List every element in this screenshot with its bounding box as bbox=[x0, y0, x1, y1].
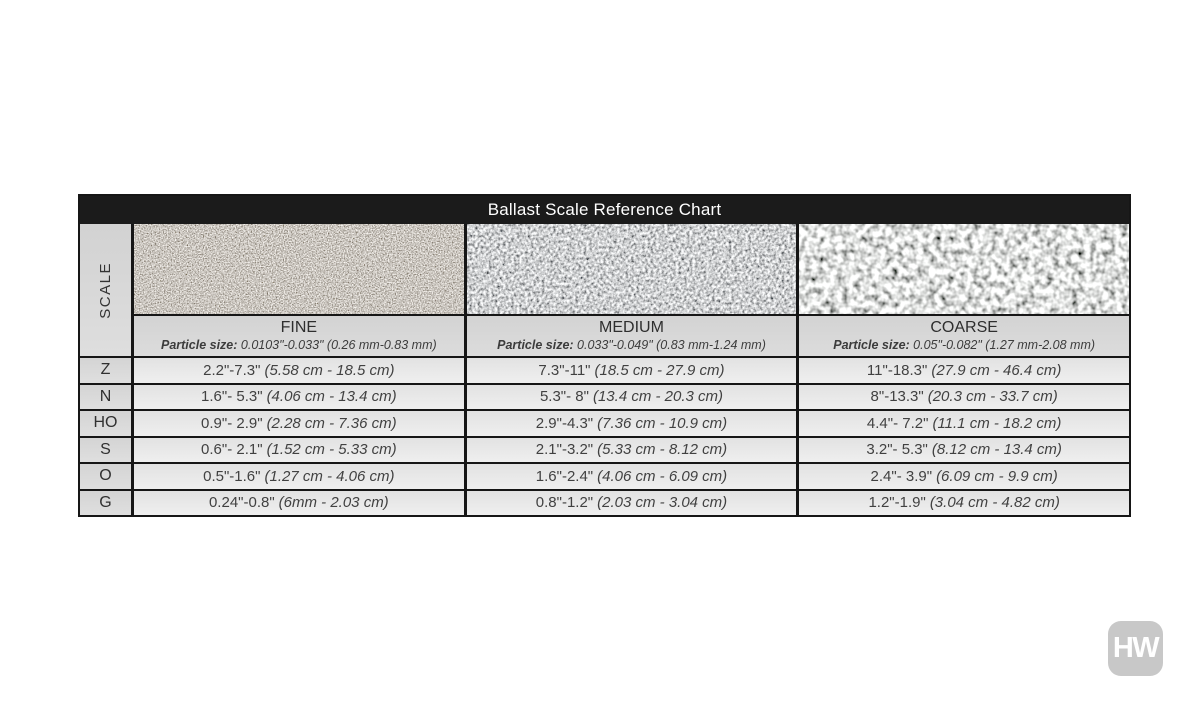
table-cell: 0.8"-1.2" (2.03 cm - 3.04 cm) bbox=[466, 490, 797, 515]
ballast-reference-chart: Ballast Scale Reference Chart SCALE bbox=[78, 194, 1131, 517]
table-cell: 5.3"- 8" (13.4 cm - 20.3 cm) bbox=[466, 384, 797, 409]
table-cell: 8"-13.3" (20.3 cm - 33.7 cm) bbox=[799, 384, 1129, 409]
scale-axis-cell: SCALE bbox=[80, 224, 131, 356]
table-cell: 7.3"-11" (18.5 cm - 27.9 cm) bbox=[466, 358, 797, 383]
chart-title: Ballast Scale Reference Chart bbox=[487, 200, 722, 219]
row-label-s: S bbox=[80, 437, 131, 462]
row-label-o: O bbox=[80, 464, 131, 489]
table-cell: 1.6"- 5.3" (4.06 cm - 13.4 cm) bbox=[134, 384, 464, 409]
column-name: COARSE bbox=[930, 319, 998, 337]
column-name: FINE bbox=[280, 319, 318, 337]
ballast-photo-medium bbox=[466, 224, 797, 314]
table-cell: 0.24"-0.8" (6mm - 2.03 cm) bbox=[134, 490, 464, 515]
row-label-z: Z bbox=[80, 358, 131, 383]
table-cell: 2.4"- 3.9" (6.09 cm - 9.9 cm) bbox=[799, 464, 1129, 489]
ballast-table: SCALE bbox=[80, 224, 1129, 515]
gravel-texture-fine-icon bbox=[134, 224, 464, 314]
ballast-photo-coarse bbox=[799, 224, 1129, 314]
table-cell: 0.9"- 2.9" (2.28 cm - 7.36 cm) bbox=[134, 411, 464, 436]
gravel-texture-medium-icon bbox=[466, 224, 797, 314]
table-cell: 0.6"- 2.1" (1.52 cm - 5.33 cm) bbox=[134, 437, 464, 462]
table-cell: 2.2"-7.3" (5.58 cm - 18.5 cm) bbox=[134, 358, 464, 383]
row-label-g: G bbox=[80, 490, 131, 515]
gravel-texture-coarse-icon bbox=[799, 224, 1129, 314]
particle-size-line: Particle size: 0.033"-0.049" (0.83 mm-1.… bbox=[497, 338, 766, 353]
table-cell: 0.5"-1.6" (1.27 cm - 4.06 cm) bbox=[134, 464, 464, 489]
table-cell: 1.6"-2.4" (4.06 cm - 6.09 cm) bbox=[466, 464, 797, 489]
particle-size-line: Particle size: 0.05"-0.082" (1.27 mm-2.0… bbox=[833, 338, 1096, 353]
table-cell: 2.1"-3.2" (5.33 cm - 8.12 cm) bbox=[466, 437, 797, 462]
chart-title-bar: Ballast Scale Reference Chart bbox=[80, 196, 1129, 224]
table-cell: 11"-18.3" (27.9 cm - 46.4 cm) bbox=[799, 358, 1129, 383]
column-name: MEDIUM bbox=[599, 319, 664, 337]
table-cell: 4.4"- 7.2" (11.1 cm - 18.2 cm) bbox=[799, 411, 1129, 436]
scale-axis-label: SCALE bbox=[97, 261, 114, 319]
table-cell: 1.2"-1.9" (3.04 cm - 4.82 cm) bbox=[799, 490, 1129, 515]
ballast-photo-fine bbox=[134, 224, 464, 314]
row-label-ho: HO bbox=[80, 411, 131, 436]
column-header-medium: MEDIUM Particle size: 0.033"-0.049" (0.8… bbox=[466, 316, 797, 356]
row-label-n: N bbox=[80, 384, 131, 409]
hw-watermark-logo: HW bbox=[1108, 621, 1163, 676]
table-cell: 3.2"- 5.3" (8.12 cm - 13.4 cm) bbox=[799, 437, 1129, 462]
table-cell: 2.9"-4.3" (7.36 cm - 10.9 cm) bbox=[466, 411, 797, 436]
hw-logo-text: HW bbox=[1112, 632, 1160, 664]
column-header-fine: FINE Particle size: 0.0103"-0.033" (0.26… bbox=[134, 316, 464, 356]
particle-size-line: Particle size: 0.0103"-0.033" (0.26 mm-0… bbox=[160, 338, 437, 353]
column-header-coarse: COARSE Particle size: 0.05"-0.082" (1.27… bbox=[799, 316, 1129, 356]
